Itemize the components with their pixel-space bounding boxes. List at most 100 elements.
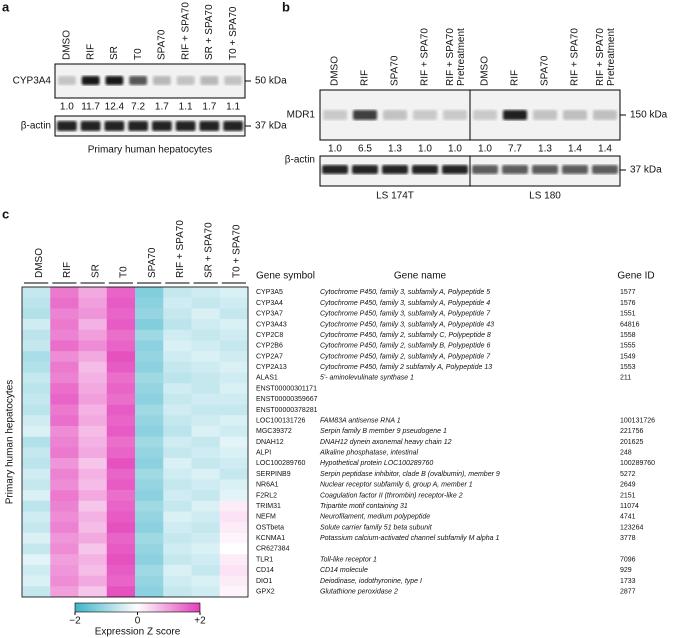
heat-cell [135, 436, 164, 448]
gene-symbol: MGC39372 [256, 428, 292, 435]
heat-cell [50, 425, 79, 437]
heat-cell [106, 372, 136, 384]
heat-cell [191, 351, 221, 363]
heat-cell [22, 458, 51, 470]
lane-label: SPA70 [540, 55, 551, 86]
heat-cell [135, 319, 164, 331]
heat-cell [219, 393, 249, 405]
heat-cell [106, 308, 136, 320]
heat-cell [191, 340, 221, 352]
heat-cell [219, 522, 249, 534]
heat-cell [163, 415, 192, 427]
heat-cell [135, 554, 164, 566]
heat-cell [219, 468, 249, 480]
gene-name: Cytochrome P450, family 2 subfamily A, P… [320, 364, 492, 371]
heat-cell [50, 532, 79, 544]
band [105, 76, 124, 85]
gene-name: 5'- aminolevulinate synthase 1 [320, 375, 414, 382]
heat-cell [135, 351, 164, 363]
heat-cell [106, 287, 136, 298]
heat-cell [106, 490, 136, 502]
gene-symbol: KCNMA1 [256, 535, 285, 542]
heat-cell [163, 308, 192, 320]
band [323, 110, 347, 120]
colorbar-tick-label: 0 [135, 616, 141, 627]
heat-cell [50, 351, 79, 363]
gene-name: Alkaline phosphatase, intestinal [319, 450, 419, 457]
band-value: 1.7 [155, 102, 169, 113]
gene-id: 2649 [620, 482, 636, 489]
heat-cell [106, 522, 136, 534]
heat-cell [191, 329, 221, 341]
heat-cell [78, 468, 108, 480]
column-header: Gene symbol [256, 271, 315, 282]
gene-name: Neurofilament, medium polypeptide [320, 514, 430, 521]
band [128, 121, 148, 131]
heat-cell [78, 383, 108, 395]
heat-cell [135, 393, 164, 405]
heat-cell [135, 490, 164, 502]
heat-cell [78, 500, 108, 512]
lane-label: RIF [85, 44, 96, 60]
lane-label: RIF [360, 70, 371, 86]
band [502, 165, 528, 174]
band [562, 165, 588, 174]
heat-cell [78, 361, 108, 373]
loading-label: β-actin [285, 155, 315, 166]
heat-cell [50, 522, 79, 534]
gene-id: 1577 [620, 289, 636, 296]
lane-label: RIF + SPA70Pretreatment [595, 28, 617, 86]
heat-cell [163, 329, 192, 341]
heat-cell [22, 468, 51, 480]
heat-cell [163, 522, 192, 534]
marker: 50 kDa [255, 76, 287, 87]
gene-symbol: LOC100131726 [256, 417, 306, 424]
heat-cell [50, 500, 79, 512]
heat-cell [191, 543, 221, 555]
lane-label: DMSO [330, 56, 341, 86]
heat-cell [191, 361, 221, 373]
heat-cell [50, 372, 79, 384]
heat-cell [50, 447, 79, 459]
heat-cell [22, 511, 51, 523]
heat-cell [219, 564, 249, 576]
heat-cell [22, 436, 51, 448]
gene-name: CD14 molecule [320, 567, 368, 574]
heat-cell [106, 415, 136, 427]
heat-cell [50, 564, 79, 576]
heat-cell [191, 458, 221, 470]
heat-cell [219, 532, 249, 544]
side-label: Primary human hepatocytes [5, 380, 16, 505]
band [563, 110, 587, 120]
heat-cell [22, 351, 51, 363]
heat-cell [106, 500, 136, 512]
gene-symbol: GPX2 [256, 588, 275, 595]
heat-cell [106, 329, 136, 341]
gene-name: Serpin peptidase inhibitor, clade B (ova… [320, 471, 500, 478]
band [442, 165, 468, 174]
heat-cell [163, 340, 192, 352]
heat-cell [163, 393, 192, 405]
lane-label: SPA70 [390, 55, 401, 86]
heat-cell [135, 458, 164, 470]
heat-cell [50, 479, 79, 491]
heat-cell [106, 458, 136, 470]
band [175, 121, 196, 131]
gene-id: 4741 [620, 514, 636, 521]
heat-cell [50, 393, 79, 405]
gene-name: Cytochrome P450, family 3, subfamily A, … [320, 311, 491, 318]
gene-symbol: ENST00000359667 [256, 396, 318, 403]
band-value: 1.3 [388, 144, 402, 155]
heat-cell [135, 479, 164, 491]
gene-symbol: CYP3A43 [256, 321, 287, 328]
heat-cell [106, 297, 136, 309]
heat-cell [163, 564, 192, 576]
heat-cell [106, 340, 136, 352]
heat-cell [106, 383, 136, 395]
band [224, 76, 242, 85]
gene-name: Deiodinase, iodothyronine, type I [320, 578, 422, 585]
heat-cell [163, 468, 192, 480]
caption: Primary human hepatocytes [88, 145, 213, 156]
band [152, 121, 172, 131]
marker: 150 kDa [630, 110, 668, 121]
